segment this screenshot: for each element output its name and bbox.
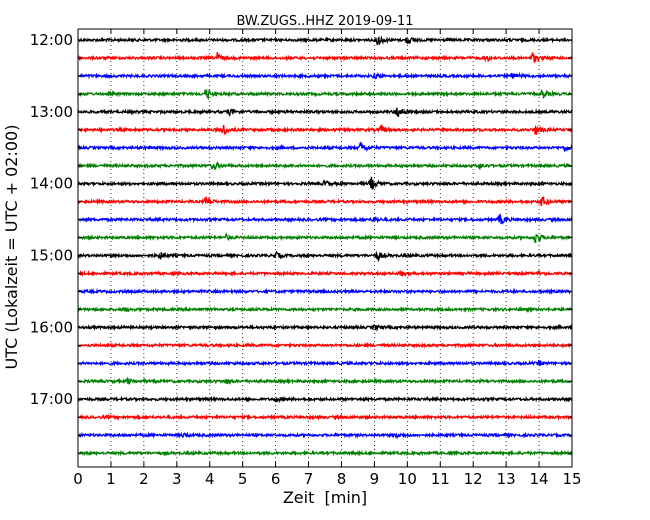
y-axis-label: UTC (Lokalzeit = UTC + 02:00) <box>2 125 21 370</box>
trace-line <box>77 123 573 136</box>
trace-line <box>77 376 573 386</box>
x-tick-label: 7 <box>304 470 314 488</box>
trace-line <box>77 341 573 350</box>
y-tick-label: 13:00 <box>30 103 73 121</box>
trace-line <box>77 176 573 190</box>
x-tick-label: 8 <box>337 470 347 488</box>
x-axis-ticks: 0 1 2 3 4 5 6 7 8 9 10 11 12 13 14 15 <box>73 29 582 488</box>
trace-line <box>77 449 573 457</box>
x-tick-label: 15 <box>562 470 581 488</box>
trace-line <box>77 107 573 118</box>
trace-line <box>77 305 573 313</box>
x-tick-label: 10 <box>398 470 417 488</box>
trace-line <box>77 287 573 296</box>
trace-line <box>77 269 573 278</box>
x-tick-label: 5 <box>238 470 248 488</box>
y-tick-label: 15:00 <box>30 247 73 265</box>
trace-group <box>77 35 573 457</box>
trace-line <box>77 160 573 171</box>
plot-frame <box>77 28 573 468</box>
trace-line <box>77 213 573 225</box>
x-axis-label: Zeit [min] <box>283 488 367 507</box>
trace-line <box>77 71 573 80</box>
trace-line <box>77 88 573 101</box>
trace-line <box>77 52 573 63</box>
y-tick-label: 12:00 <box>30 31 73 49</box>
trace-line <box>77 323 573 332</box>
y-axis-ticks: 12:00 13:00 14:00 15:00 16:00 17:00 <box>30 31 572 454</box>
x-tick-label: 11 <box>431 470 450 488</box>
chart-title: BW.ZUGS..HHZ 2019-09-11 <box>236 14 413 29</box>
trace-line <box>77 196 573 207</box>
x-tick-label: 4 <box>205 470 215 488</box>
x-tick-label: 1 <box>106 470 116 488</box>
trace-line <box>77 232 573 244</box>
x-tick-label: 14 <box>530 470 549 488</box>
trace-line <box>77 141 573 153</box>
trace-line <box>77 413 573 421</box>
y-tick-label: 17:00 <box>30 390 73 408</box>
x-tick-label: 2 <box>139 470 149 488</box>
trace-line <box>77 359 573 367</box>
x-tick-label: 12 <box>464 470 483 488</box>
x-tick-label: 0 <box>73 470 83 488</box>
y-tick-label: 14:00 <box>30 175 73 193</box>
trace-line <box>77 250 573 263</box>
trace-line <box>77 395 573 404</box>
trace-line <box>77 35 573 46</box>
trace-line <box>77 431 573 440</box>
x-tick-label: 9 <box>370 470 380 488</box>
x-tick-label: 6 <box>271 470 281 488</box>
y-tick-label: 16:00 <box>30 318 73 336</box>
x-tick-label: 13 <box>497 470 516 488</box>
x-tick-label: 3 <box>172 470 182 488</box>
